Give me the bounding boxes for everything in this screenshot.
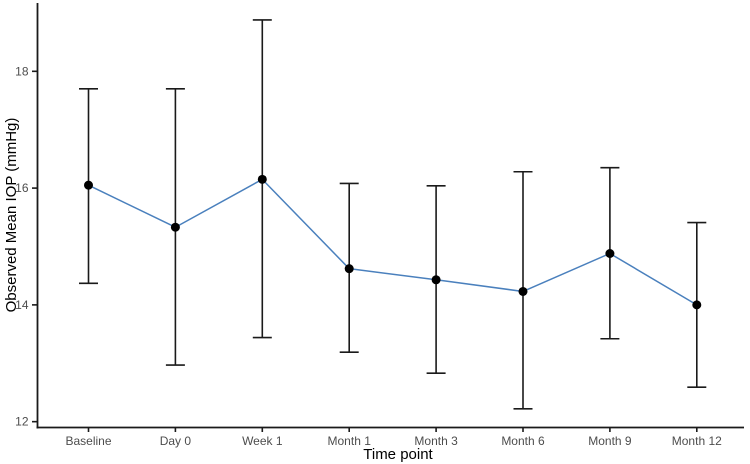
x-tick-label: Month 12 (672, 434, 722, 448)
data-point (431, 275, 441, 285)
x-tick-label: Month 3 (414, 434, 458, 448)
y-tick-label: 12 (15, 415, 29, 429)
data-point (692, 300, 702, 310)
x-tick-label: Week 1 (242, 434, 283, 448)
data-point (257, 174, 267, 184)
plot-area: 12 14 16 18 Baseline Day 0 Week 1 Month 1 Month … (15, 3, 744, 448)
y-axis-title: Observed Mean IOP (mmHg) (3, 118, 20, 313)
data-point (170, 222, 180, 232)
x-tick-label: Day 0 (160, 434, 192, 448)
data-point (84, 180, 93, 190)
data-point (605, 248, 615, 258)
y-tick-label: 16 (15, 181, 29, 195)
data-point (344, 264, 354, 274)
x-tick-label: Month 6 (501, 434, 545, 448)
y-tick-label: 14 (15, 298, 29, 312)
trend-line (88, 178, 698, 306)
x-axis-title: Time point (363, 446, 433, 463)
data-point (518, 286, 528, 296)
x-tick-label: Month 1 (328, 434, 372, 448)
x-tick-label: Month 9 (588, 434, 632, 448)
x-tick-label: Baseline (65, 434, 111, 448)
y-tick-label: 18 (15, 64, 29, 78)
